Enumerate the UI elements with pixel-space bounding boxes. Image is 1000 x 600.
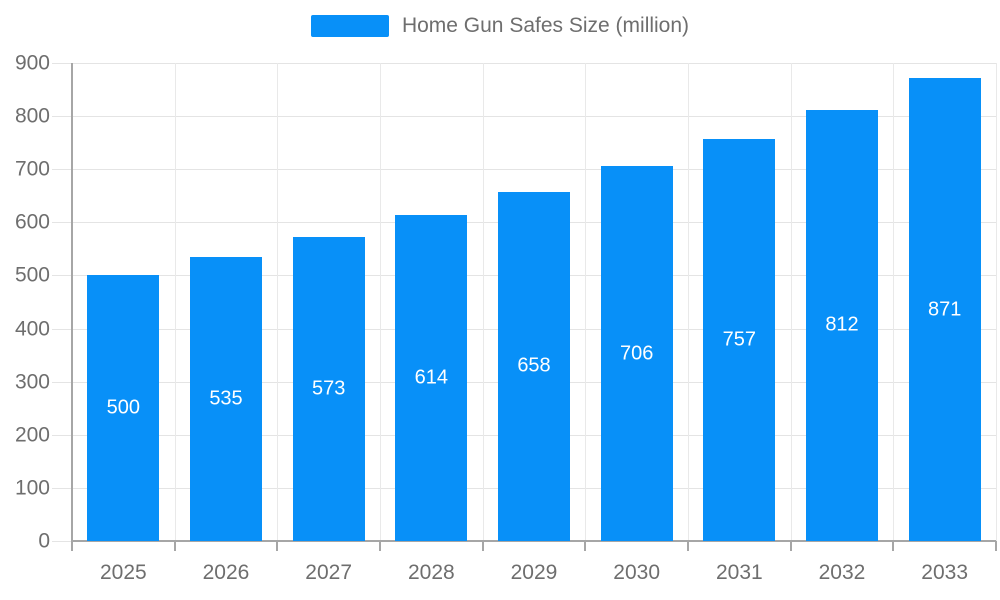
x-gridline (893, 63, 895, 541)
bar-value-label: 614 (414, 366, 449, 389)
x-axis-label-2030: 2030 (613, 561, 661, 584)
x-axis-label-2029: 2029 (510, 561, 558, 584)
x-gridline (277, 63, 279, 541)
legend-label: Home Gun Safes Size (million) (401, 14, 690, 37)
x-gridline (996, 63, 997, 541)
y-axis-tick-label: 300 (14, 370, 50, 394)
x-axis-label-2028: 2028 (407, 561, 455, 584)
bar-2031[interactable]: 757 (703, 138, 776, 541)
bar-value-label: 871 (927, 298, 962, 321)
x-axis-tick (584, 541, 587, 551)
bar-value-label: 658 (517, 354, 551, 377)
x-axis-label-2032: 2032 (818, 561, 866, 584)
x-axis-tick (379, 541, 381, 551)
y-gridline (52, 116, 996, 118)
bar-2027[interactable]: 573 (292, 236, 365, 541)
plot-area: 0 100 200 300 400 500 600 700 800 900 500 2025 535 20… (15, 53, 997, 584)
x-gridline (585, 63, 587, 541)
x-gridline (688, 63, 689, 541)
legend-swatch (310, 15, 389, 37)
y-axis-tick-label: 700 (14, 157, 50, 181)
y-gridline (52, 169, 996, 171)
x-axis-tick (481, 541, 484, 551)
bar-2032[interactable]: 812 (806, 109, 878, 541)
x-axis-label-2026: 2026 (202, 561, 250, 584)
bar-value-label: 757 (722, 328, 757, 351)
x-axis-tick (789, 541, 792, 551)
y-axis-tick-label: 600 (14, 210, 50, 234)
x-axis-tick (276, 541, 279, 551)
x-axis-tick (71, 541, 73, 551)
y-axis-tick-label: 500 (14, 263, 50, 287)
legend[interactable]: Home Gun Safes Size (million) (0, 14, 1000, 38)
x-axis-tick (995, 541, 997, 551)
bar-2030[interactable]: 706 (600, 166, 673, 541)
y-axis-tick-label: 100 (14, 476, 50, 500)
x-gridline (482, 63, 484, 541)
y-axis-line (71, 63, 73, 541)
x-axis-tick (687, 541, 689, 551)
y-axis-tick-label: 400 (14, 317, 50, 341)
y-axis-tick-label: 0 (38, 529, 50, 553)
x-gridline (380, 63, 381, 541)
bar-value-label: 706 (619, 342, 654, 365)
bar-value-label: 573 (311, 377, 346, 400)
x-axis-tick (173, 541, 176, 551)
x-gridline (790, 63, 792, 541)
x-axis-tick (892, 541, 895, 551)
y-gridline (52, 63, 996, 64)
y-axis-tick-label: 900 (14, 51, 50, 75)
x-axis-line (72, 540, 996, 542)
bar-2025[interactable]: 500 (87, 275, 160, 541)
bar-2026[interactable]: 535 (190, 256, 262, 541)
bar-value-label: 500 (106, 396, 141, 419)
y-axis-tick-label: 200 (14, 423, 50, 447)
x-gridline (174, 63, 176, 541)
bar-2028[interactable]: 614 (395, 214, 468, 541)
x-axis-label-2031: 2031 (715, 561, 763, 584)
bar-value-label: 535 (209, 387, 243, 410)
y-axis-tick-label: 800 (14, 104, 50, 128)
x-axis-label-2025: 2025 (99, 561, 147, 584)
bar-2033[interactable]: 871 (908, 78, 981, 541)
bar-value-label: 812 (825, 313, 859, 336)
bar-2029[interactable]: 658 (498, 191, 570, 541)
x-axis-label-2033: 2033 (921, 561, 969, 584)
x-axis-label-2027: 2027 (305, 561, 353, 584)
